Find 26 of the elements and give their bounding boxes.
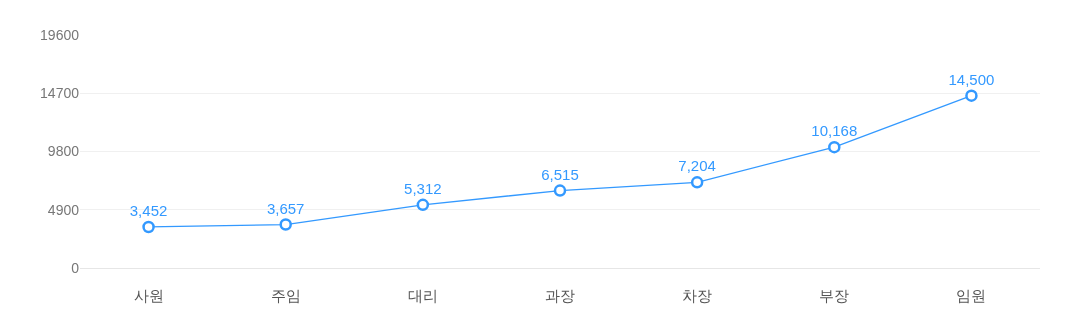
x-tick-label: 차장 [682, 287, 713, 304]
y-tick-label: 0 [71, 259, 80, 276]
point [279, 218, 292, 231]
data-label: 10,168 [811, 122, 858, 140]
x-tick-label: 과장 [545, 287, 575, 304]
y-tick-label: 9800 [47, 143, 80, 160]
y-tick-label: 4900 [47, 201, 80, 218]
x-tick-label: 부장 [819, 287, 850, 304]
point [965, 89, 978, 102]
data-label: 6,515 [541, 165, 579, 183]
point [828, 140, 841, 154]
y-tick-label: 19600 [40, 26, 80, 43]
data-label: 7,204 [678, 157, 716, 175]
data-label: 3,657 [266, 199, 305, 217]
point [142, 220, 155, 234]
point [553, 184, 567, 197]
data-label: 3,452 [129, 201, 168, 219]
x-tick-label: 대리 [407, 287, 438, 304]
data-label: 5,312 [404, 179, 442, 197]
point [416, 198, 430, 212]
point [690, 176, 704, 189]
x-tick-label: 주임 [270, 287, 301, 304]
data-label: 14,500 [948, 70, 995, 88]
x-tick-label: 사원 [133, 287, 164, 304]
y-tick-label: 14700 [40, 85, 80, 102]
x-tick-label: 임원 [956, 287, 987, 304]
